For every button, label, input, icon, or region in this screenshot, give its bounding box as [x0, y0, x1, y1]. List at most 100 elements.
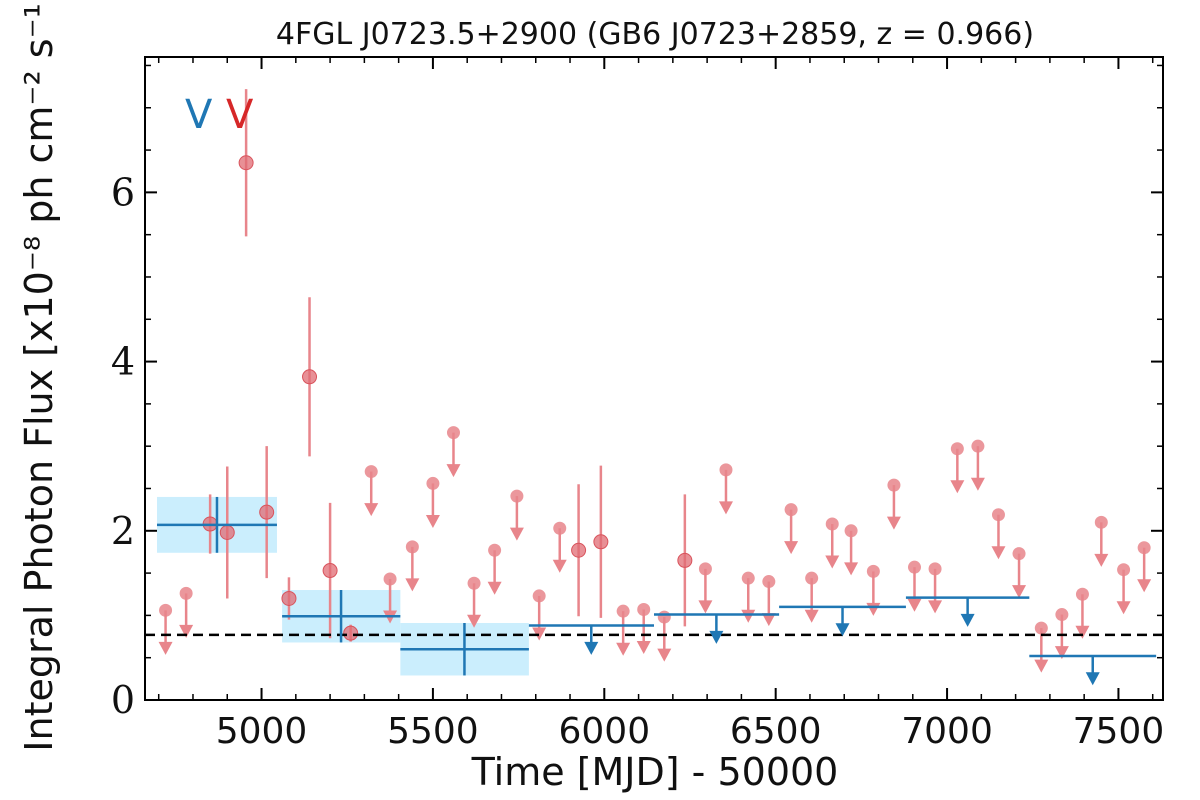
- fine-upper-limit-point: [907, 560, 921, 574]
- fine-upper-limit-point: [698, 562, 712, 576]
- fine-upper-limit-arrow: [886, 516, 901, 530]
- chart-title: 4FGL J0723.5+2900 (GB6 J0723+2859, z = 0…: [276, 17, 1034, 52]
- fine-upper-limit-arrow: [1012, 585, 1027, 599]
- fine-upper-limit-arrow: [1116, 601, 1131, 615]
- fine-upper-limit-arrow: [741, 609, 756, 623]
- fine-upper-limit-point: [179, 586, 193, 600]
- y-tick-label: 4: [111, 340, 135, 384]
- fine-upper-limit-point: [741, 571, 755, 585]
- fine-upper-limit-arrow: [866, 602, 881, 616]
- fine-upper-limit-arrow: [657, 648, 672, 662]
- fine-upper-limit-arrow: [487, 581, 502, 595]
- fine-upper-limit-point: [364, 465, 378, 479]
- fine-upper-limit-point: [446, 426, 460, 440]
- fine-upper-limit-point: [1094, 515, 1108, 529]
- fine-upper-limit-arrow: [761, 613, 776, 627]
- fine-upper-limit-point: [637, 602, 651, 616]
- y-tick-label: 0: [111, 678, 135, 722]
- fine-upper-limit-arrow: [446, 464, 461, 478]
- fine-bin-series-layer: [158, 89, 1152, 673]
- fine-upper-limit-point: [532, 589, 546, 603]
- fine-upper-limit-point: [991, 508, 1005, 522]
- fine-upper-limit-arrow: [616, 642, 631, 656]
- fine-upper-limit-arrow: [158, 641, 173, 655]
- coarse-upper-limit-arrow: [960, 613, 975, 627]
- fine-upper-limit-point: [928, 562, 942, 576]
- fine-upper-limit-point: [1137, 541, 1151, 555]
- fine-upper-limit-arrow: [1137, 579, 1152, 593]
- fine-detection-point: [571, 542, 587, 558]
- fine-upper-limit-arrow: [804, 609, 819, 623]
- x-axis-label: Time [MJD] - 50000: [471, 750, 839, 794]
- x-tick-label: 7000: [901, 711, 993, 752]
- fine-upper-limit-arrow: [784, 541, 799, 555]
- text-layer: 4FGL J0723.5+2900 (GB6 J0723+2859, z = 0…: [17, 0, 1164, 794]
- fine-upper-limit-point: [805, 571, 819, 585]
- plot-frame: [144, 56, 1164, 701]
- fine-upper-limit-point: [762, 575, 776, 589]
- fine-upper-limit-arrow: [467, 614, 482, 628]
- fine-upper-limit-point: [1034, 621, 1048, 635]
- fine-upper-limit-point: [553, 521, 567, 535]
- fine-detection-point: [343, 625, 359, 641]
- fine-upper-limit-point: [616, 604, 630, 618]
- x-tick-label: 5500: [387, 711, 479, 752]
- fine-upper-limit-point: [510, 489, 524, 503]
- fine-upper-limit-arrow: [179, 624, 194, 638]
- fine-upper-limit-point: [467, 576, 481, 590]
- fine-upper-limit-arrow: [405, 578, 420, 592]
- fine-upper-limit-arrow: [970, 477, 985, 491]
- fine-detection-point: [593, 534, 609, 550]
- fine-upper-limit-point: [950, 442, 964, 456]
- fine-upper-limit-arrow: [532, 627, 547, 641]
- marker-label-red: V: [226, 92, 254, 138]
- fine-upper-limit-arrow: [552, 559, 567, 573]
- fine-detection-point: [281, 590, 297, 606]
- coarse-upper-limit-arrow: [709, 630, 724, 644]
- fine-upper-limit-arrow: [509, 527, 524, 541]
- fine-upper-limit-point: [825, 517, 839, 531]
- fine-upper-limit-point: [405, 540, 419, 554]
- coarse-upper-limit-arrow: [835, 623, 850, 637]
- x-tick-label: 5000: [216, 711, 308, 752]
- fine-upper-limit-point: [971, 439, 985, 453]
- fine-upper-limit-arrow: [636, 641, 651, 655]
- fine-upper-limit-point: [1075, 587, 1089, 601]
- coarse-bin-series-layer: [156, 496, 1157, 686]
- fine-detection-point: [302, 369, 318, 385]
- fine-upper-limit-point: [784, 503, 798, 517]
- fine-upper-limit-arrow: [1054, 646, 1069, 660]
- fine-upper-limit-arrow: [950, 480, 965, 494]
- fine-upper-limit-arrow: [991, 546, 1006, 560]
- x-tick-label: 6000: [558, 711, 650, 752]
- fine-upper-limit-point: [1117, 563, 1131, 577]
- x-tick-label: 6500: [730, 711, 822, 752]
- fine-detection-point: [322, 563, 338, 579]
- fine-upper-limit-arrow: [718, 501, 733, 515]
- fine-detection-point: [238, 155, 254, 171]
- fine-upper-limit-point: [719, 463, 733, 477]
- fine-upper-limit-point: [887, 478, 901, 492]
- fine-upper-limit-point: [488, 543, 502, 557]
- fine-upper-limit-arrow: [1094, 553, 1109, 567]
- fine-upper-limit-arrow: [1034, 659, 1049, 673]
- x-tick-label: 7500: [1073, 711, 1165, 752]
- fine-upper-limit-arrow: [698, 600, 713, 614]
- fine-upper-limit-point: [844, 524, 858, 538]
- fine-upper-limit-point: [426, 476, 440, 490]
- fine-detection-point: [677, 552, 693, 568]
- fine-upper-limit-arrow: [907, 598, 922, 612]
- fine-upper-limit-point: [159, 603, 173, 617]
- fine-detection-point: [259, 504, 275, 520]
- fine-upper-limit-point: [1012, 547, 1026, 561]
- fine-upper-limit-arrow: [825, 555, 840, 569]
- fine-upper-limit-point: [657, 610, 671, 624]
- fine-upper-limit-arrow: [928, 600, 943, 614]
- fine-upper-limit-arrow: [844, 562, 859, 576]
- marker-label-blue: V: [185, 92, 213, 138]
- fine-upper-limit-point: [866, 564, 880, 578]
- axes-layer: [144, 56, 1164, 701]
- fine-detection-point: [219, 524, 235, 540]
- fine-upper-limit-arrow: [1075, 625, 1090, 639]
